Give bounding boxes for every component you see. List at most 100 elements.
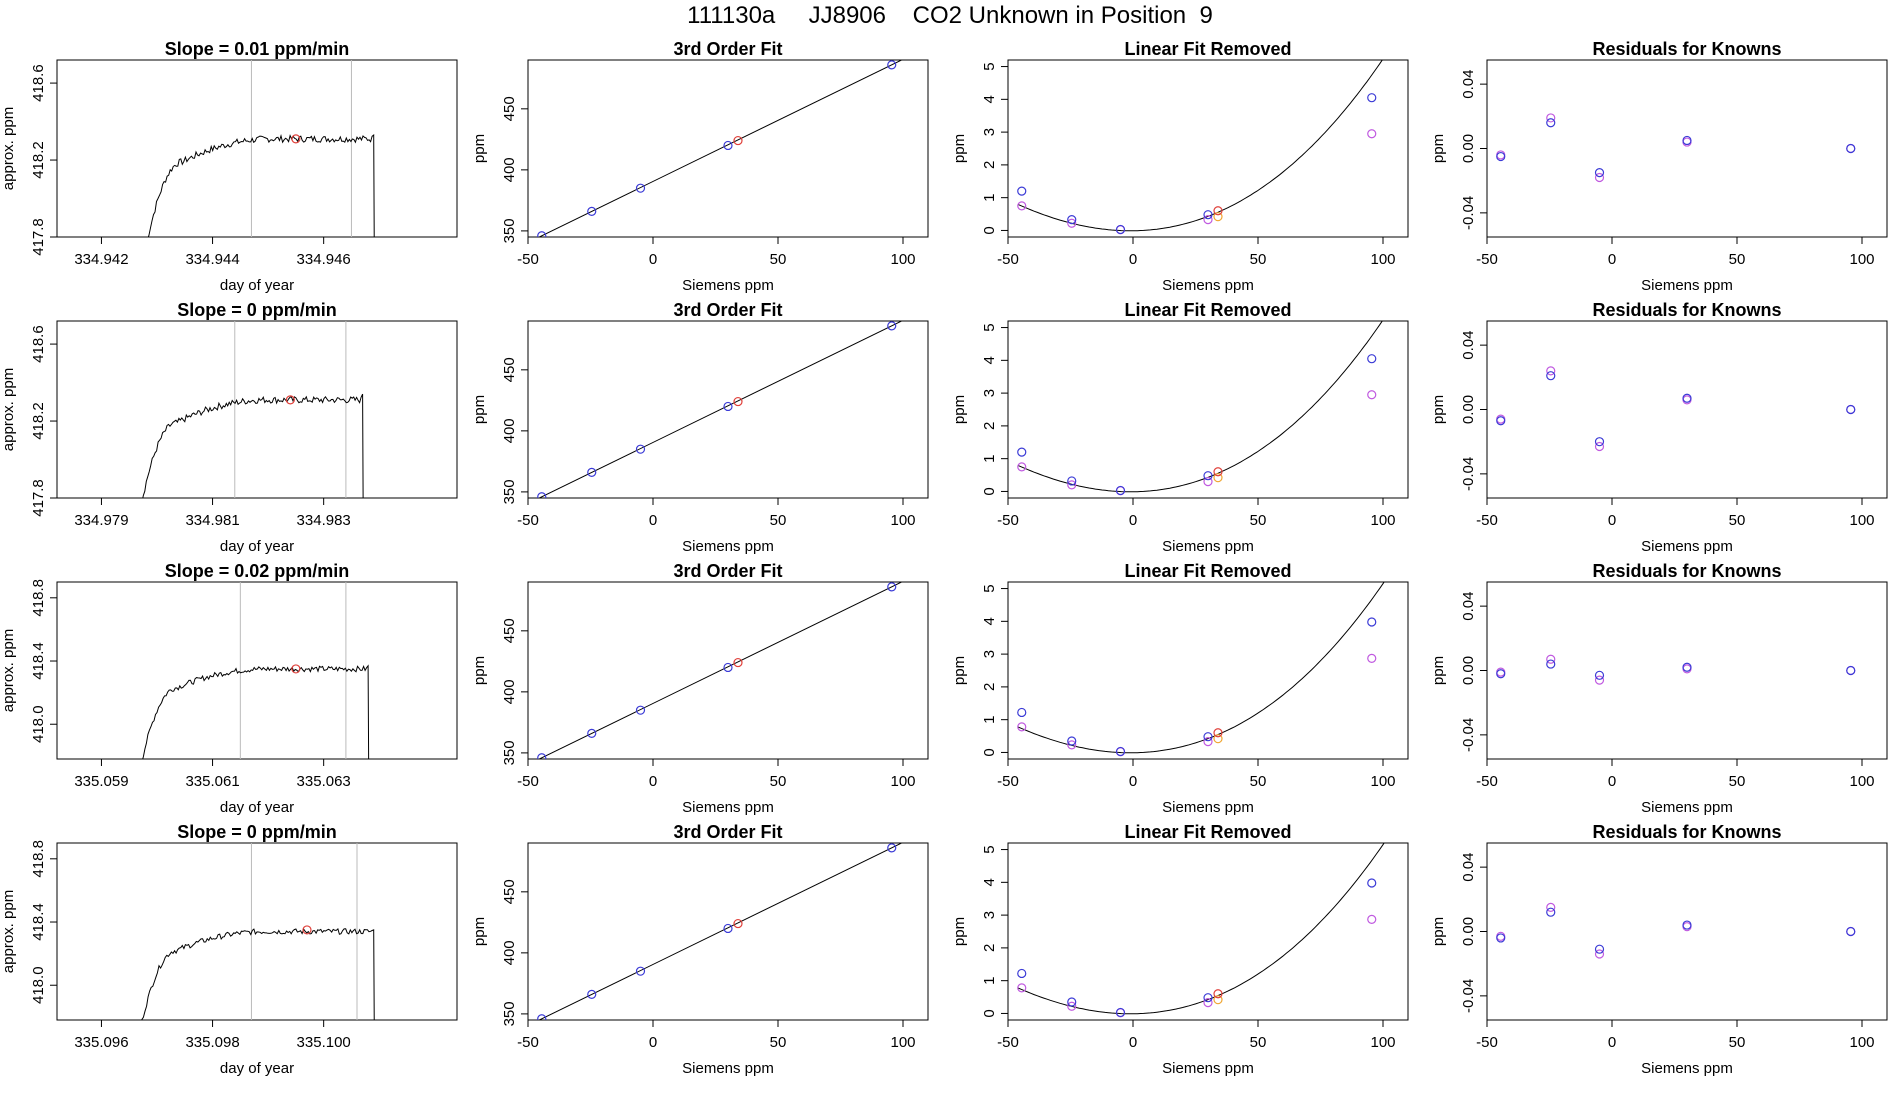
y-tick-label: -0.04 xyxy=(1460,718,1477,752)
residual-point-blue xyxy=(1496,416,1506,426)
known-point-blue xyxy=(1017,186,1027,196)
known-point-blue xyxy=(1203,471,1213,481)
residual-point-blue xyxy=(1594,168,1605,178)
y-axis-label: approx. ppm xyxy=(0,368,17,451)
y-axis-label: ppm xyxy=(951,656,968,685)
known-standard-point xyxy=(723,401,733,412)
x-tick-label: 334.942 xyxy=(74,251,128,268)
data-layer xyxy=(141,843,375,1020)
y-tick-label: 418.6 xyxy=(30,325,47,363)
x-tick-label: 50 xyxy=(1250,773,1267,790)
residual-point-blue xyxy=(1846,143,1856,154)
known-point-magenta xyxy=(1367,390,1377,400)
x-tick-label: 50 xyxy=(1250,251,1267,268)
panel-4-2: 3rd Order Fit Siemens ppm ppm -50 0 50 100 350 4… xyxy=(471,822,929,1077)
plot-frame xyxy=(1486,842,1888,1021)
x-tick-label: 100 xyxy=(1370,251,1395,268)
y-tick-label: 3 xyxy=(981,911,998,919)
x-axis-label: Siemens ppm xyxy=(1162,799,1254,816)
known-standard-point xyxy=(587,989,597,999)
data-layer xyxy=(1017,582,1385,757)
y-tick-label: 3 xyxy=(981,650,998,658)
residual-point-blue xyxy=(1546,659,1556,669)
plot-frame xyxy=(1007,59,1409,238)
x-axis-label: Siemens ppm xyxy=(682,277,774,294)
known-standard-point xyxy=(537,753,547,759)
panel-title: 3rd Order Fit xyxy=(673,300,782,320)
data-layer xyxy=(1017,843,1385,1018)
y-tick-label: 450 xyxy=(501,96,518,121)
x-axis-label: Siemens ppm xyxy=(1162,1060,1254,1077)
y-tick-label: 418.2 xyxy=(30,141,47,179)
data-layer xyxy=(1496,113,1856,183)
residual-point-blue xyxy=(1546,907,1556,917)
concentration-trace xyxy=(141,927,375,1020)
y-axis-label: ppm xyxy=(1430,134,1447,163)
y-tick-label: -0.04 xyxy=(1460,457,1477,491)
x-tick-label: -50 xyxy=(1476,512,1498,529)
plot-frame xyxy=(1486,320,1888,499)
x-axis-label: day of year xyxy=(220,538,294,555)
data-layer xyxy=(1496,654,1856,685)
unknown-sample-point xyxy=(291,664,301,674)
y-axis-label: ppm xyxy=(471,917,488,946)
residual-point-magenta xyxy=(1546,366,1556,376)
panel-2-4: Residuals for Knowns Siemens ppm ppm -50 0 50… xyxy=(1430,300,1888,555)
data-layer xyxy=(142,321,364,498)
known-point-blue xyxy=(1067,997,1077,1007)
residual-point-blue xyxy=(1594,670,1605,680)
data-layer xyxy=(147,60,375,237)
unknown-sample-point xyxy=(733,135,743,146)
x-tick-label: -50 xyxy=(1476,773,1498,790)
x-tick-label: 335.061 xyxy=(185,773,239,790)
known-point-blue xyxy=(1017,968,1027,979)
x-tick-label: 0 xyxy=(1608,1034,1616,1051)
known-point-magenta xyxy=(1017,983,1027,993)
y-axis-label: approx. ppm xyxy=(0,107,17,190)
x-tick-label: 100 xyxy=(1849,251,1874,268)
x-axis-label: day of year xyxy=(220,1060,294,1077)
residual-point-blue xyxy=(1546,118,1556,128)
residual-point-blue xyxy=(1846,926,1856,937)
known-standard-point xyxy=(635,183,646,193)
y-tick-label: 350 xyxy=(501,1001,518,1026)
panel-title: Residuals for Knowns xyxy=(1592,39,1781,59)
panel-1-2: 3rd Order Fit Siemens ppm ppm -50 0 50 100 350 4… xyxy=(471,39,929,294)
x-tick-label: 0 xyxy=(1129,512,1137,529)
x-tick-label: 100 xyxy=(890,773,915,790)
unknown-point-orange xyxy=(1213,734,1223,744)
known-point-blue xyxy=(1367,354,1377,364)
x-tick-label: 334.979 xyxy=(74,512,128,529)
x-tick-label: 334.983 xyxy=(297,512,351,529)
data-layer xyxy=(537,60,903,237)
residual-point-blue xyxy=(1496,151,1506,162)
unknown-point-orange xyxy=(1213,473,1223,483)
x-axis-label: Siemens ppm xyxy=(1641,1060,1733,1077)
known-standard-point xyxy=(635,705,646,715)
known-point-magenta xyxy=(1203,215,1213,225)
x-tick-label: 335.063 xyxy=(297,773,351,790)
y-tick-label: 5 xyxy=(981,584,998,592)
unknown-sample-point xyxy=(733,918,743,929)
residual-point-blue xyxy=(1682,920,1692,930)
x-tick-label: 100 xyxy=(1370,512,1395,529)
residual-point-blue xyxy=(1496,669,1506,679)
y-tick-label: 418.2 xyxy=(30,402,47,440)
y-tick-label: 418.4 xyxy=(30,642,47,680)
plot-frame xyxy=(56,842,458,1021)
y-tick-label: 0.00 xyxy=(1460,656,1477,685)
panel-title: 3rd Order Fit xyxy=(673,39,782,59)
x-axis-label: Siemens ppm xyxy=(682,799,774,816)
y-axis-label: ppm xyxy=(1430,656,1447,685)
y-tick-label: 418.0 xyxy=(30,966,47,1004)
plot-frame xyxy=(1486,581,1888,760)
known-point-blue xyxy=(1017,707,1027,718)
known-point-magenta xyxy=(1367,129,1377,139)
y-tick-label: 418.8 xyxy=(30,840,47,878)
x-tick-label: 50 xyxy=(770,773,787,790)
y-axis-label: ppm xyxy=(471,134,488,163)
x-axis-label: Siemens ppm xyxy=(682,538,774,555)
y-tick-label: 4 xyxy=(981,356,998,364)
